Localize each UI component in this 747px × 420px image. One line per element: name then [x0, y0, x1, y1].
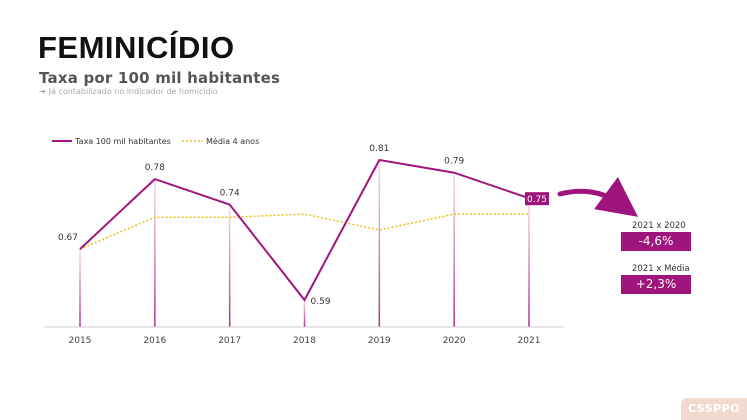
- note-text: Já contabilizado no indicador de homicíd…: [48, 87, 218, 96]
- series-line-avg: [79, 213, 529, 250]
- x-tick-label: 2021: [518, 336, 541, 346]
- data-label: 0.67: [58, 233, 78, 243]
- drop-line: [154, 179, 156, 327]
- drop-line: [79, 249, 81, 327]
- drop-line: [378, 160, 381, 327]
- x-tick-label: 2017: [218, 336, 241, 346]
- data-label: 0.74: [220, 189, 240, 199]
- x-tick-label: 2018: [293, 336, 316, 346]
- comparison-badge-2: +2,3%: [621, 275, 691, 294]
- comparison-label-1: 2021 x 2020: [632, 221, 686, 231]
- drop-line: [228, 204, 231, 327]
- drop-line: [528, 198, 530, 327]
- page-subtitle: Taxa por 100 mil habitantes: [39, 69, 281, 87]
- arrow-right-icon: ➔: [39, 87, 46, 96]
- legend-label-rate: Taxa 100 mil habitantes: [74, 137, 171, 146]
- note: ➔ Já contabilizado no indicador de homicí…: [39, 87, 218, 96]
- comparison-badge-1: -4,6%: [621, 232, 691, 251]
- data-label: 0.59: [311, 297, 331, 307]
- drop-line: [453, 172, 455, 327]
- x-tick-label: 2015: [69, 336, 92, 346]
- trend-arrow-icon: [557, 177, 639, 217]
- x-tick-label: 2016: [143, 336, 166, 346]
- chart-legend: Taxa 100 mil habitantes Média 4 anos: [52, 136, 259, 146]
- series-line-rate: [79, 158, 530, 302]
- x-tick-label: 2020: [443, 336, 466, 346]
- corner-badge: CSSPPO: [681, 398, 747, 420]
- data-label: 0.75: [527, 195, 547, 205]
- data-label: 0.81: [369, 144, 389, 154]
- drop-line: [303, 300, 306, 327]
- page-title: FEMINICÍDIO: [38, 30, 235, 65]
- comparison-label-2: 2021 x Média: [632, 264, 690, 274]
- x-tick-label: 2019: [368, 336, 391, 346]
- data-label-bg: [525, 192, 549, 206]
- data-label: 0.78: [145, 163, 165, 173]
- legend-label-avg: Média 4 anos: [206, 136, 259, 146]
- data-label: 0.79: [444, 157, 464, 167]
